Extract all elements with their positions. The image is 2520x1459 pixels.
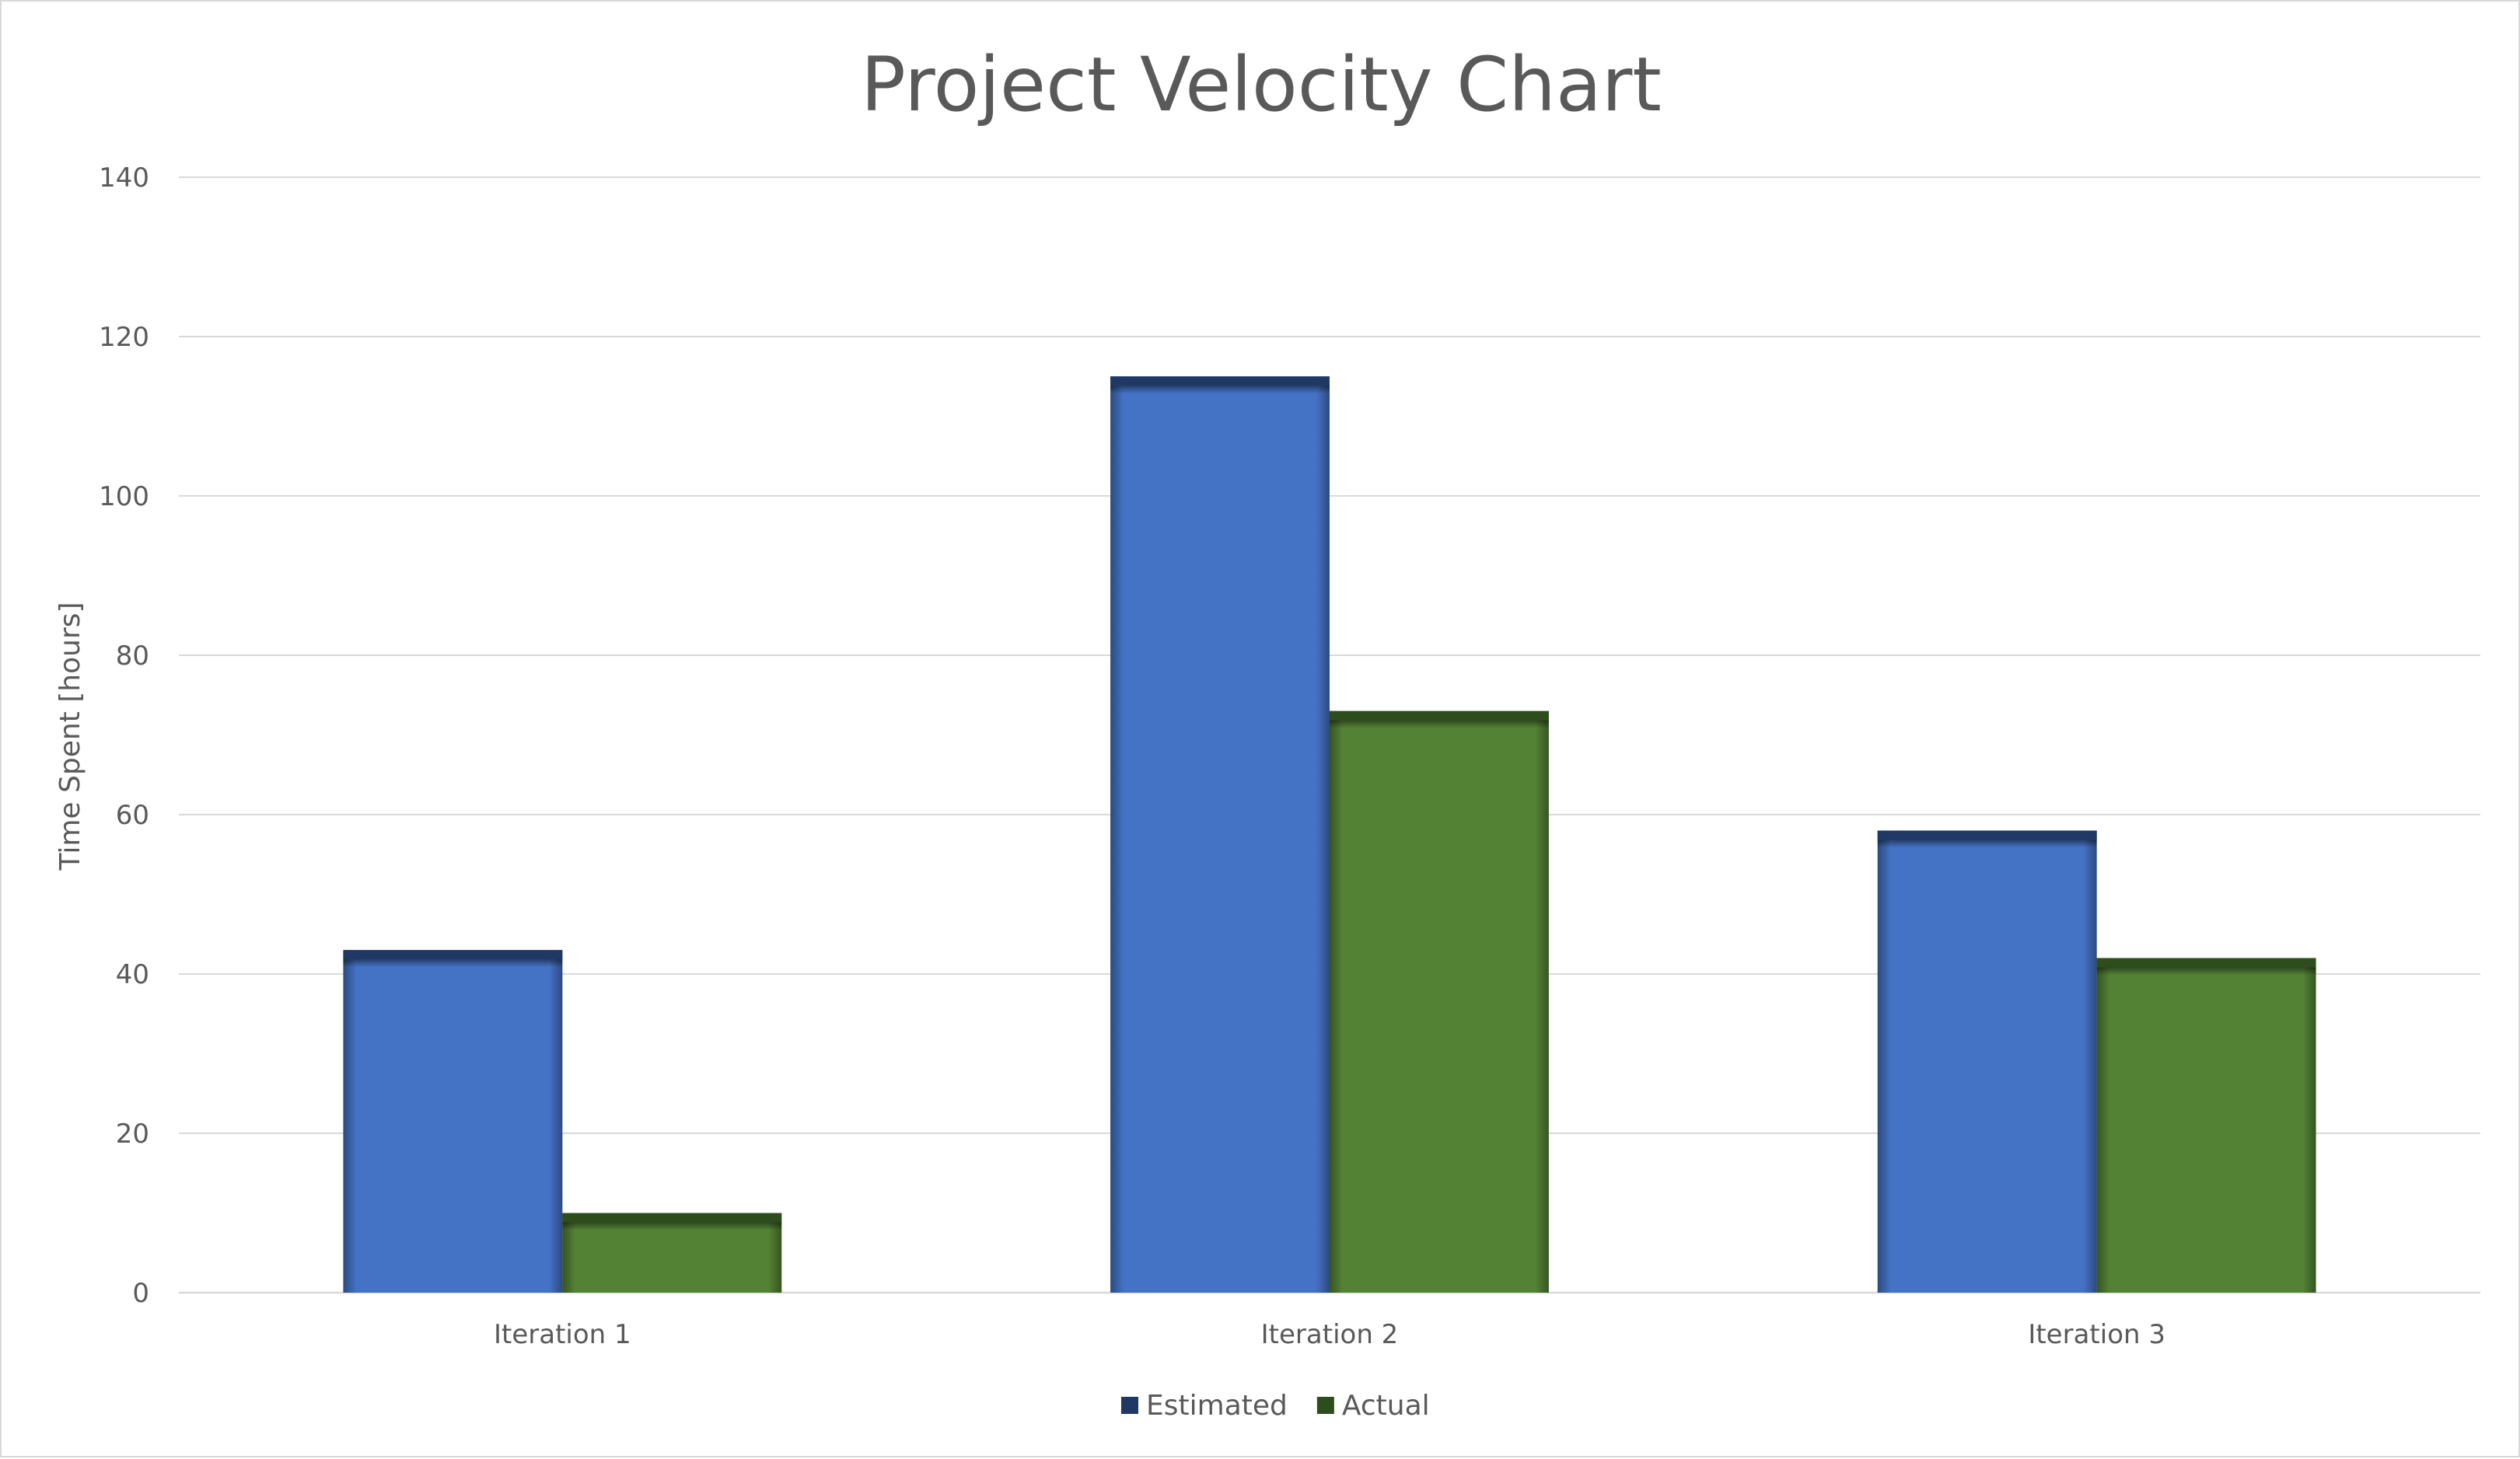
- bar-top-shade: [2096, 967, 2316, 976]
- y-tick-label: 100: [99, 481, 149, 512]
- bar-top-shade: [1877, 839, 2097, 848]
- x-axis-ticks: Iteration 1 Iteration 2 Iteration 3: [494, 1319, 2165, 1350]
- x-tick-label: Iteration 1: [494, 1319, 631, 1350]
- bar-side-shade: [1877, 830, 2097, 1293]
- legend-label-estimated: Estimated: [1146, 1390, 1288, 1422]
- bar-top-bevel: [343, 950, 563, 960]
- legend-label-actual: Actual: [1342, 1390, 1430, 1422]
- y-tick-label: 120: [99, 322, 149, 353]
- bar-top-shade: [1330, 720, 1549, 728]
- y-tick-label: 0: [132, 1278, 149, 1309]
- y-tick-label: 60: [116, 800, 149, 831]
- bar-top-shade: [1110, 386, 1330, 394]
- bar-top-bevel: [1330, 710, 1549, 721]
- bar-top-bevel: [2096, 958, 2316, 968]
- bar-side-shade: [343, 950, 563, 1293]
- bar-top-bevel: [1110, 376, 1330, 386]
- bars: [343, 376, 2316, 1293]
- y-tick-label: 80: [116, 640, 149, 672]
- bar-top-shade: [562, 1222, 782, 1230]
- bar-top-bevel: [562, 1213, 782, 1223]
- bar-side-shade: [2096, 958, 2316, 1293]
- x-tick-label: Iteration 3: [2028, 1319, 2165, 1350]
- x-tick-label: Iteration 2: [1261, 1319, 1399, 1350]
- bar-top-bevel: [1877, 830, 2097, 840]
- y-tick-label: 140: [99, 162, 149, 194]
- bar-side-shade: [1110, 376, 1330, 1293]
- chart-title: Project Velocity Chart: [861, 41, 1662, 128]
- y-tick-label: 20: [116, 1119, 149, 1150]
- bar-top-shade: [343, 959, 563, 968]
- legend: Estimated Actual: [1121, 1390, 1430, 1422]
- y-axis-label: Time Spent [hours]: [54, 602, 86, 871]
- legend-swatch-estimated: [1121, 1397, 1138, 1414]
- bar-side-shade: [1330, 710, 1549, 1293]
- legend-swatch-actual: [1316, 1397, 1334, 1414]
- y-tick-label: 40: [116, 959, 149, 990]
- y-axis-ticks: 0 20 40 60 80 100 120 140: [99, 162, 149, 1309]
